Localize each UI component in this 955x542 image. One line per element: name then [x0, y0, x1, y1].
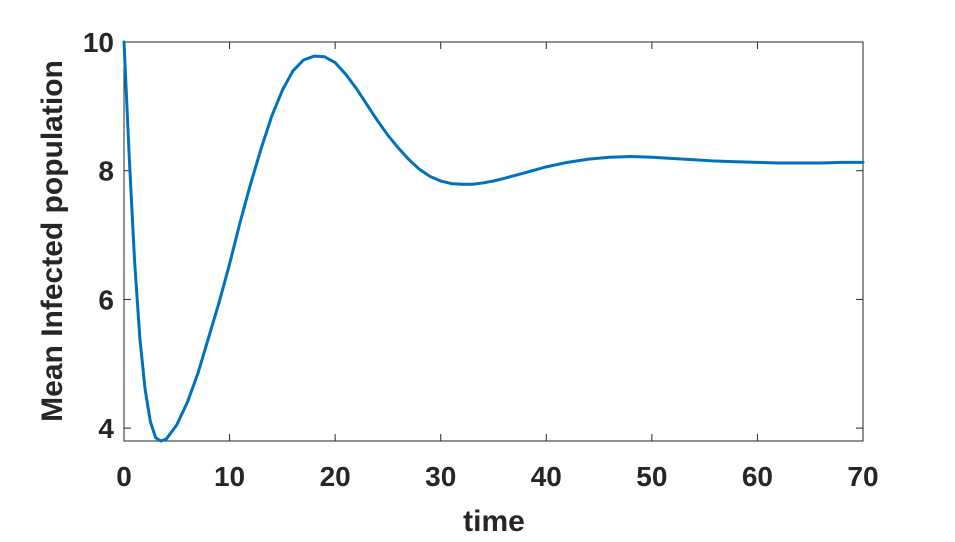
- y-tick-label: 8: [98, 156, 114, 187]
- x-tick-label: 30: [425, 461, 456, 492]
- x-tick-label: 20: [320, 461, 351, 492]
- data-line: [122, 40, 865, 443]
- x-tick-label: 50: [636, 461, 667, 492]
- x-tick-label: 70: [847, 461, 878, 492]
- y-tick-label: 10: [83, 27, 114, 58]
- y-axis-label: Mean Infected population: [36, 60, 69, 422]
- x-axis-label: time: [463, 505, 525, 538]
- x-tick-label: 0: [116, 461, 132, 492]
- x-tick-label: 40: [531, 461, 562, 492]
- y-tick-label: 6: [98, 284, 114, 315]
- x-tick-label: 60: [742, 461, 773, 492]
- x-tick-label: 10: [214, 461, 245, 492]
- axes-box: [123, 41, 864, 442]
- y-tick-label: 4: [98, 413, 114, 444]
